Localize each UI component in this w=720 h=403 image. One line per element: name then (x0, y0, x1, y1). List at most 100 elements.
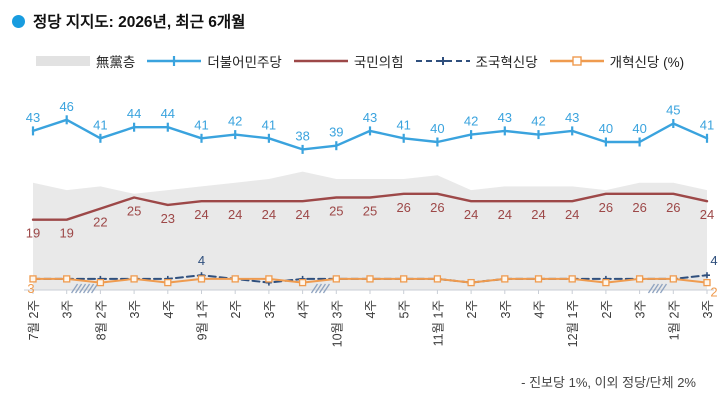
square-marker (635, 275, 644, 283)
axis-break-hatch (659, 283, 667, 294)
square-marker (29, 275, 37, 283)
square-marker (197, 275, 206, 283)
x-label: 4주 (533, 300, 547, 318)
value-label-democratic: 43 (26, 110, 40, 125)
page-title: 정당 지지도: 2026년, 최근 6개월 (33, 14, 246, 31)
value-label-ppp: 24 (464, 207, 478, 222)
square-marker (366, 275, 374, 283)
legend-item-1: 더불어민주당 (147, 51, 282, 71)
legend-item-0: 無黨층 (35, 51, 136, 71)
square-marker (96, 278, 105, 287)
axis-break-hatch (79, 283, 87, 294)
value-label-rebuilding: 4 (198, 253, 205, 268)
legend-item-4: 개혁신당 (%) (549, 51, 685, 71)
value-label-ppp: 24 (228, 207, 242, 222)
value-label-democratic: 41 (396, 117, 410, 132)
x-label: 4주 (364, 300, 378, 318)
x-label: 10월 3주 (330, 300, 344, 347)
value-label-ppp: 24 (565, 207, 579, 222)
value-label-democratic: 40 (632, 121, 646, 136)
square-marker (63, 275, 71, 283)
value-label-ppp: 25 (363, 204, 377, 219)
legend-label: 無黨층 (95, 55, 136, 70)
axis-break-hatch (310, 283, 318, 294)
square-marker (501, 275, 509, 283)
legend-swatch-line-tick (147, 56, 202, 66)
legend-item-3: 조국혁신당 (415, 51, 538, 71)
square-marker (534, 275, 543, 283)
axis-break-hatch (87, 283, 95, 294)
series-line-2 (31, 192, 709, 221)
footnote: - 진보당 1%, 이외 정당/단체 2% (521, 375, 696, 390)
x-label: 9월 1주 (196, 300, 210, 340)
value-label-ppp: 26 (599, 200, 613, 215)
value-label-democratic: 39 (329, 125, 343, 140)
legend-label: 조국혁신당 (475, 55, 538, 70)
square-marker (130, 275, 138, 283)
x-label: 3주 (499, 300, 513, 318)
value-label-ppp: 26 (632, 200, 646, 215)
value-label-democratic: 41 (262, 117, 276, 132)
value-label-ppp: 24 (531, 207, 545, 222)
value-label-democratic: 40 (430, 121, 444, 136)
value-label-ppp: 24 (498, 207, 512, 222)
x-label: 3주 (128, 300, 142, 318)
x-label: 12월 1주 (566, 300, 580, 347)
value-label-democratic: 44 (127, 106, 141, 121)
axis-break-hatch (91, 283, 99, 294)
value-label-democratic: 42 (228, 114, 242, 129)
square-marker (669, 275, 677, 283)
x-label: 11월 1주 (431, 300, 445, 346)
chart-header: 정당 지지도: 2026년, 최근 6개월 (12, 10, 245, 32)
square-marker (231, 275, 239, 283)
value-label-democratic: 42 (464, 114, 478, 129)
square-marker (433, 275, 442, 283)
value-label-democratic: 38 (295, 128, 309, 143)
value-label-democratic: 40 (599, 121, 613, 136)
value-label-democratic: 43 (498, 110, 512, 125)
x-label: 3주 (701, 300, 715, 318)
value-label-ppp: 26 (666, 200, 680, 215)
x-label: 4주 (162, 300, 176, 318)
x-label: 8월 2주 (94, 300, 108, 340)
value-label-ppp: 24 (262, 207, 276, 222)
square-marker (298, 278, 307, 287)
axis-break-hatch (83, 283, 91, 294)
x-label: 2주 (465, 300, 479, 318)
chart-legend: 無黨층 더불어민주당 국민의힘 조국혁신당 개혁신당 (%) (0, 51, 720, 71)
value-label-democratic: 41 (93, 117, 107, 132)
legend-swatch-line-square (549, 56, 604, 66)
value-label-democratic: 46 (59, 99, 73, 114)
x-label: 2주 (229, 300, 243, 318)
value-label-ppp: 23 (161, 211, 175, 226)
square-marker (265, 275, 273, 283)
value-label-democratic: 42 (531, 114, 545, 129)
value-label-democratic: 41 (194, 117, 208, 132)
value-label-democratic: 44 (161, 106, 175, 121)
value-label-rebuilding: 4 (710, 253, 717, 268)
x-label: 5주 (398, 300, 412, 318)
axis-break-hatch (647, 283, 655, 294)
legend-label: 국민의힘 (353, 55, 404, 70)
value-label-ppp: 25 (127, 204, 141, 219)
x-label: 3주 (634, 300, 648, 318)
value-label-ppp: 19 (26, 226, 40, 241)
band-nonpartisan (33, 171, 707, 290)
square-marker (467, 278, 475, 287)
x-label: 3주 (61, 300, 75, 318)
axis-break-hatch (75, 283, 83, 294)
value-label-democratic: 41 (700, 117, 714, 132)
axis-break-hatch (314, 283, 322, 294)
value-label-ppp: 22 (93, 215, 107, 230)
axis-break-hatch (71, 283, 79, 294)
axis-break-hatch (655, 283, 663, 294)
value-label-ppp: 24 (700, 207, 714, 222)
axis-break-hatch (651, 283, 659, 294)
legend-label: 개혁신당 (%) (609, 55, 685, 70)
value-label-reform: 3 (27, 281, 34, 296)
value-label-democratic: 45 (666, 103, 680, 118)
square-marker (400, 275, 408, 283)
bullet-icon (12, 14, 25, 28)
value-label-democratic: 43 (565, 110, 579, 125)
value-label-democratic: 43 (363, 110, 377, 125)
